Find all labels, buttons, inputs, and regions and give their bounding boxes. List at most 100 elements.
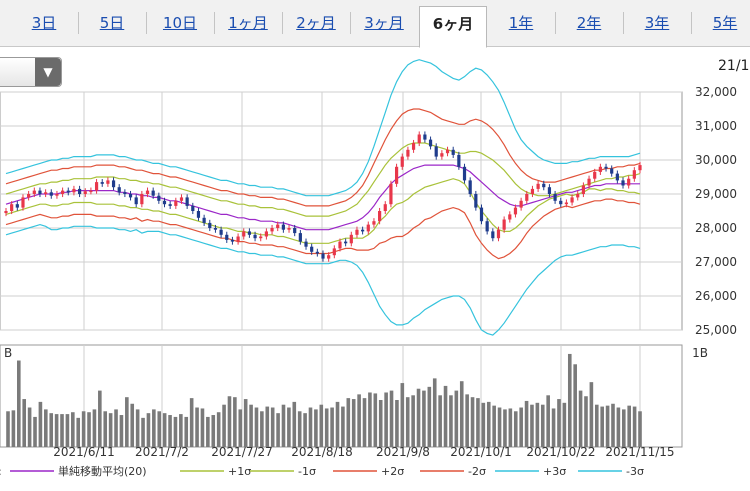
candle-body — [564, 202, 569, 205]
volume-bar — [254, 407, 259, 447]
tab-6[interactable]: 6ヶ月 — [419, 6, 487, 48]
candle-body — [66, 190, 70, 193]
volume-bar — [573, 364, 577, 447]
volume-bar — [400, 383, 405, 447]
tab-0[interactable]: 3日 — [31, 14, 57, 32]
volume-bar — [108, 413, 113, 447]
candle-body — [513, 207, 518, 215]
x-tick-label: 2021/11/15 — [605, 445, 674, 459]
volume-bar — [206, 416, 210, 447]
chevron-down-icon[interactable]: ▼ — [35, 58, 61, 86]
candle-body — [259, 236, 263, 239]
volume-bar — [470, 397, 475, 447]
tab-separator — [350, 12, 351, 34]
volume-bar — [389, 390, 394, 447]
candle-body — [502, 219, 506, 230]
candle-body — [581, 185, 585, 194]
candle-body — [185, 197, 189, 206]
candle-body — [361, 229, 365, 232]
volume-bar — [233, 397, 237, 447]
volume-bar — [87, 412, 91, 447]
legend-label: +1σ — [228, 465, 251, 478]
volume-bar — [211, 415, 216, 447]
candle-body — [10, 204, 14, 211]
tab-3[interactable]: 1ヶ月 — [228, 14, 268, 32]
volume-bar — [427, 386, 432, 447]
candle-body — [38, 190, 42, 194]
candle-body — [208, 222, 212, 228]
candle-body — [389, 183, 393, 205]
volume-bar — [265, 406, 270, 447]
candle-body — [423, 134, 427, 140]
candle-body — [610, 168, 614, 174]
volume-bar — [195, 407, 199, 447]
candle-body — [179, 197, 184, 201]
candle-body — [151, 190, 155, 196]
legend-label: +3σ — [543, 465, 566, 478]
tab-5[interactable]: 3ヶ月 — [364, 14, 404, 32]
volume-bar — [578, 390, 583, 447]
candle-body — [508, 214, 512, 220]
candle-body — [525, 194, 529, 201]
candle-body — [242, 231, 246, 237]
tab-1[interactable]: 5日 — [99, 14, 125, 32]
candle-body — [77, 188, 82, 194]
price-tick-label: 32,000 — [695, 85, 737, 99]
candle-body — [83, 191, 87, 194]
volume-bar — [314, 409, 318, 447]
volume-bar — [49, 413, 54, 447]
volume-bar — [114, 409, 118, 447]
tab-9[interactable]: 3年 — [644, 14, 670, 32]
candle-body — [417, 134, 421, 143]
tab-2[interactable]: 10日 — [162, 14, 198, 32]
price-tick-label: 30,000 — [695, 153, 737, 167]
volume-bar — [287, 407, 291, 447]
candle-body — [621, 180, 625, 186]
candle-body — [253, 234, 257, 239]
tab-separator — [78, 12, 79, 34]
candle-body — [485, 221, 489, 232]
period-tab-bar: 3日 5日 10日 1ヶ月 2ヶ月 3ヶ月 6ヶ月 1年 2年 3年 5年 — [0, 0, 750, 48]
candle-body — [587, 178, 591, 186]
volume-bar — [260, 411, 264, 447]
price-tick-label: 26,000 — [695, 289, 737, 303]
candle-body — [55, 194, 59, 196]
candle-body — [400, 156, 404, 167]
volume-bar — [351, 399, 356, 447]
volume-bar — [519, 407, 523, 447]
tab-4[interactable]: 2ヶ月 — [296, 14, 336, 32]
tab-7[interactable]: 1年 — [508, 14, 534, 32]
volume-bar — [22, 399, 27, 447]
volume-bar — [411, 395, 415, 447]
volume-bar — [92, 409, 97, 447]
candle-body — [627, 178, 631, 186]
volume-bar — [54, 414, 59, 447]
tab-10[interactable]: 5年 — [712, 14, 738, 32]
candle-body — [530, 188, 535, 194]
legend-prefix: : — [0, 465, 2, 478]
candle-body — [94, 182, 99, 191]
x-tick-label: 2021/8/18 — [291, 445, 353, 459]
upper-1sigma-line — [5, 142, 641, 217]
candle-body — [168, 204, 172, 206]
volume-bar — [594, 404, 599, 447]
volume-bar — [71, 412, 75, 447]
chart-type-select[interactable]: ▼ — [0, 57, 62, 87]
tab-8[interactable]: 2年 — [576, 14, 602, 32]
volume-bar — [335, 401, 340, 447]
candle-body — [440, 153, 444, 157]
candle-body — [615, 173, 619, 181]
x-tick-label: 2021/10/22 — [526, 445, 595, 459]
candle-body — [157, 195, 161, 201]
volume-bar — [243, 399, 248, 447]
candle-body — [128, 194, 133, 198]
candle-body — [134, 197, 138, 205]
candle-body — [236, 236, 240, 242]
volume-bar — [465, 394, 469, 447]
volume-bar — [508, 408, 513, 447]
x-tick-label: 2021/10/1 — [450, 445, 512, 459]
candle-body — [21, 197, 25, 208]
volume-bar — [33, 416, 37, 447]
candle-body — [378, 211, 382, 222]
